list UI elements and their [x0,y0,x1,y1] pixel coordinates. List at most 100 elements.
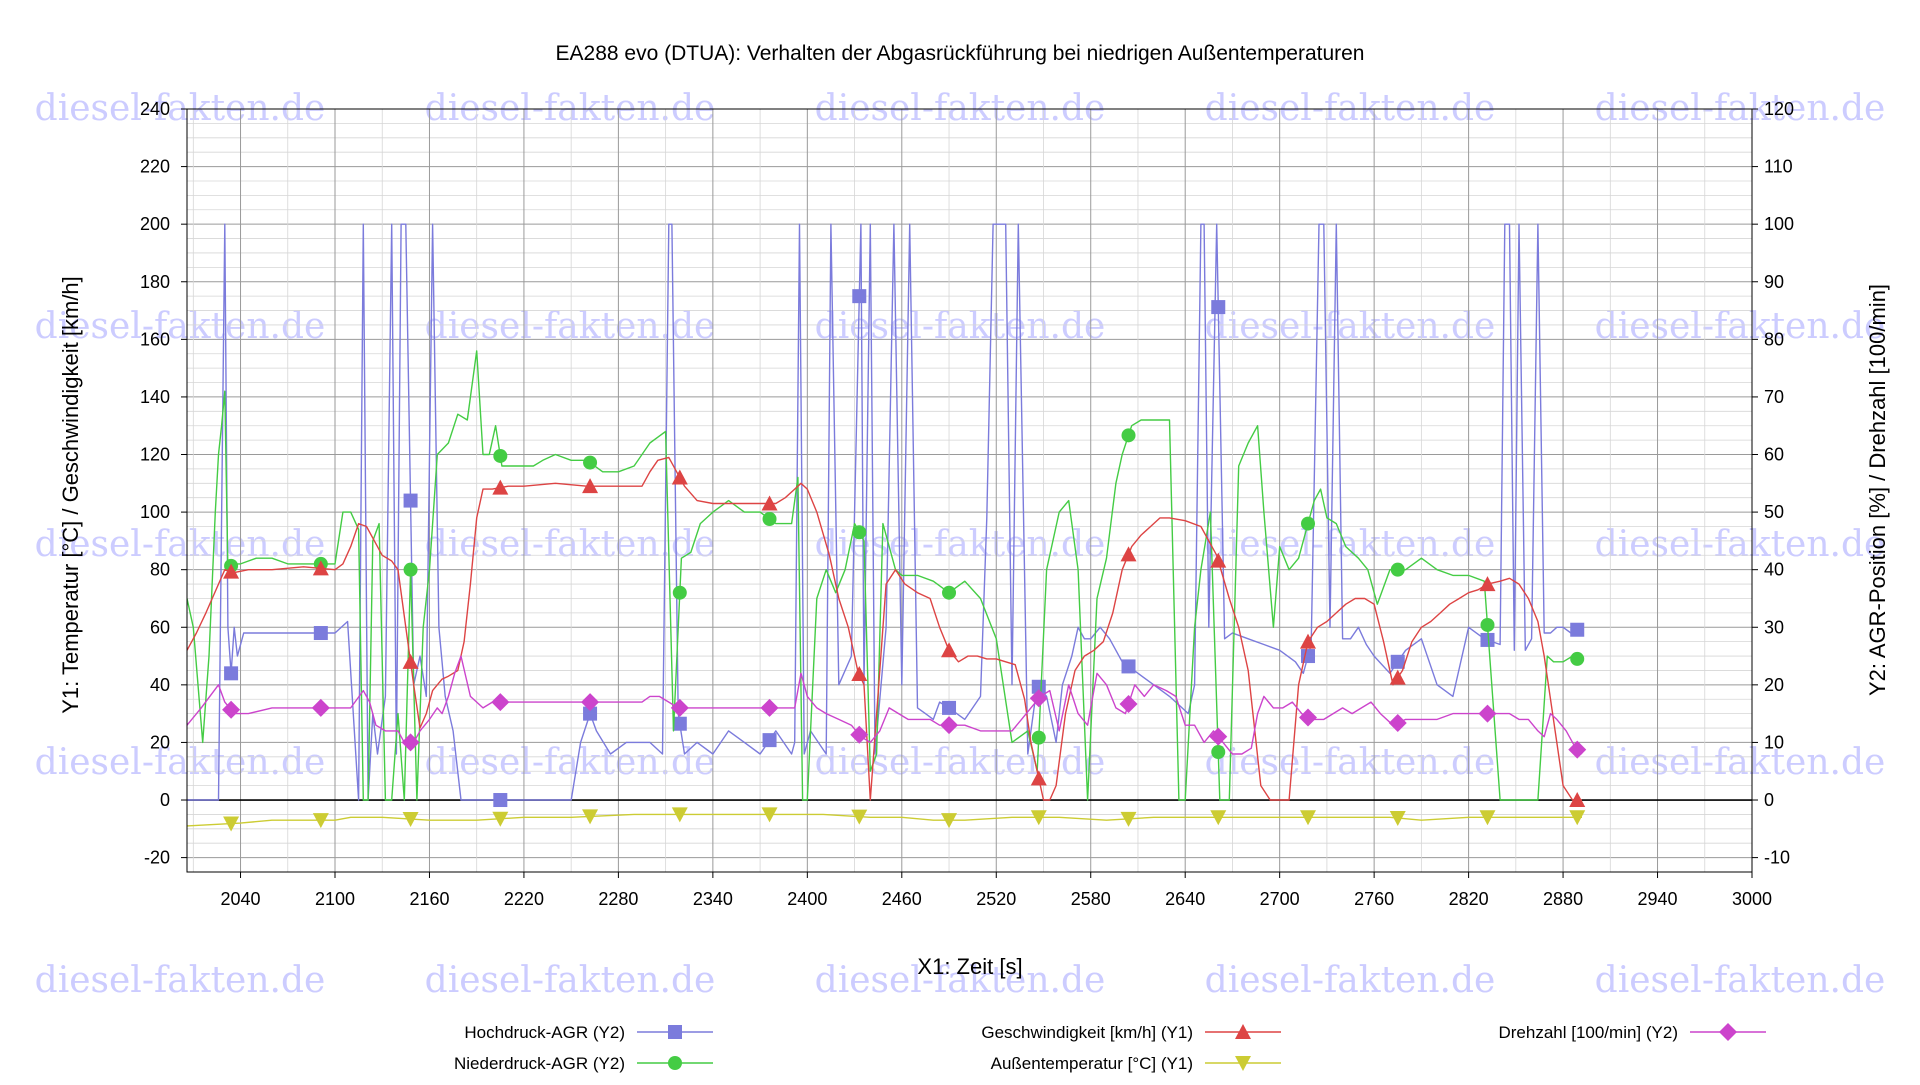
x-tick-label: 2220 [504,889,544,909]
y1-tick-label: 140 [140,387,170,407]
data-point [1390,654,1405,669]
watermark-text: diesel-fakten.de [1205,306,1496,347]
legend-label: Hochdruck-AGR (Y2) [464,1023,625,1042]
data-point [492,811,509,827]
y2-tick-label: 70 [1764,387,1784,407]
y2-tick-label: 50 [1764,502,1784,522]
data-point [1299,708,1318,727]
legend-swatch-marker [1719,1023,1737,1041]
series-markers [224,289,1585,808]
y2-tick-label: 20 [1764,675,1784,695]
x-tick-label: 2940 [1638,889,1678,909]
data-point [940,716,959,735]
data-point [224,666,239,681]
y2-tick-label: -10 [1764,848,1790,868]
data-point [403,562,418,577]
series-layer [187,223,1587,832]
data-point [671,807,688,823]
x-tick-label: 2040 [221,889,261,909]
data-point [1030,770,1047,786]
watermark-text: diesel-fakten.de [35,960,326,1001]
series-markers [223,807,1586,832]
y1-tick-label: 220 [140,157,170,177]
data-point [223,563,240,579]
data-point [762,512,777,527]
watermark-text: diesel-fakten.de [815,960,1106,1001]
x-tick-label: 2880 [1543,889,1583,909]
data-point [760,698,779,717]
watermark-text: diesel-fakten.de [35,742,326,783]
data-point [1300,633,1317,649]
series-markers [223,469,1586,808]
data-point [671,469,688,485]
legend-item: Niederdruck-AGR (Y2) [454,1054,713,1073]
series-markers [222,689,1587,759]
data-point [1480,617,1495,632]
data-point [942,700,957,715]
data-point [1209,727,1228,746]
data-point [491,693,510,712]
data-point [1029,689,1048,708]
legend-item: Drehzahl [100/min] (Y2) [1498,1023,1766,1042]
data-point [1211,300,1226,315]
data-point [672,585,687,600]
y1-axis-ticks: -20 0 20 40 60 80 100 120 140 160 180 200 220 240 [140,99,187,868]
y2-tick-label: 40 [1764,560,1784,580]
data-point [1389,669,1406,685]
data-point [1389,811,1406,827]
legend-item: Außentemperatur [°C] (Y1) [991,1054,1281,1073]
y1-tick-label: 180 [140,272,170,292]
data-point [401,733,420,752]
y2-tick-label: 10 [1764,732,1784,752]
data-point [1568,740,1587,759]
x-tick-label: 2280 [598,889,638,909]
data-point [1300,810,1317,826]
watermark-text: diesel-fakten.de [1205,742,1496,783]
y2-tick-label: 110 [1764,157,1793,177]
legend-label: Drehzahl [100/min] (Y2) [1498,1023,1678,1042]
watermark-text: diesel-fakten.de [425,742,716,783]
grid-lines [187,108,1753,873]
series-line [187,813,1582,827]
data-point [761,495,778,511]
y1-tick-label: 40 [150,675,170,695]
x-tick-label: 2400 [787,889,827,909]
data-point [941,642,958,658]
data-point [1030,810,1047,826]
x-tick-label: 2100 [315,889,355,909]
data-point [851,809,868,825]
data-point [1120,546,1137,562]
x-tick-label: 2520 [976,889,1016,909]
data-point [1569,810,1586,826]
legend-label: Geschwindigkeit [km/h] (Y1) [981,1023,1193,1042]
legend: Hochdruck-AGR (Y2) Niederdruck-AGR (Y2) Ge… [454,1023,1766,1073]
legend-label: Niederdruck-AGR (Y2) [454,1054,625,1073]
data-point [670,698,689,717]
data-point [582,809,599,825]
watermark-text: diesel-fakten.de [35,306,326,347]
data-point [852,289,867,304]
data-point [942,585,957,600]
data-point [1120,811,1137,827]
x-tick-label: 2580 [1071,889,1111,909]
series-line [187,223,1583,801]
data-point [493,793,508,808]
series-4 [187,655,1587,759]
plot-frame [186,108,1753,873]
data-point [1388,713,1407,732]
data-point [583,706,598,721]
data-point [402,653,419,669]
data-point [222,700,241,719]
legend-swatch-marker [1235,1056,1251,1071]
data-point [403,493,418,508]
data-point [1031,679,1046,694]
x-tick-label: 2820 [1449,889,1489,909]
data-point [1121,428,1136,443]
x-tick-label: 2160 [409,889,449,909]
series-line [187,456,1582,801]
y2-tick-label: 0 [1764,790,1774,810]
data-point [1119,695,1138,714]
watermark-text: diesel-fakten.de [425,960,716,1001]
data-point [850,725,869,744]
